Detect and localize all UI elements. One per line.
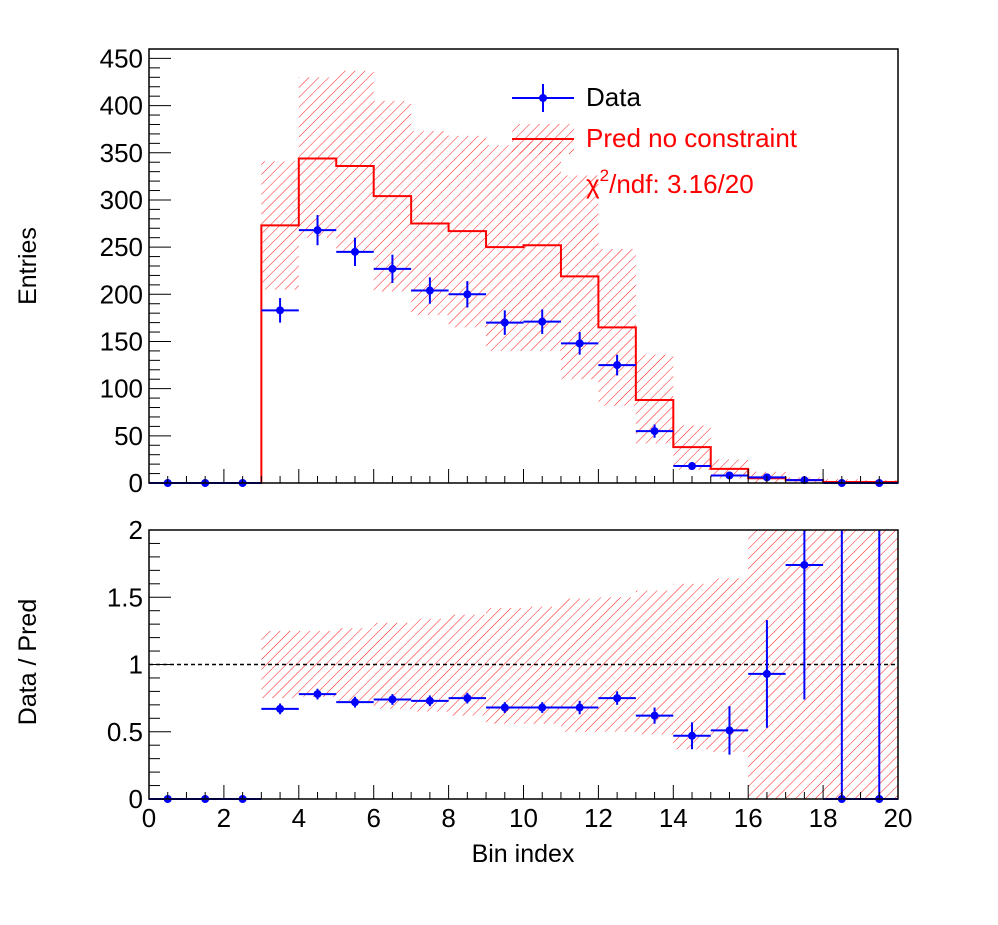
ratio-marker	[762, 669, 771, 678]
bottom-y-tick-label: 1.5	[107, 582, 143, 612]
ratio-point-4	[298, 688, 337, 700]
top-y-tick-label: 100	[100, 374, 143, 404]
data-marker-top	[725, 471, 734, 480]
ratio-marker	[725, 726, 734, 735]
ratio-marker	[575, 703, 584, 712]
data-point-top-13	[635, 424, 674, 438]
x-axis-label: Bin index	[472, 840, 575, 868]
data-point-top-6	[373, 254, 412, 283]
bottom-y-tick-label: 2	[129, 515, 143, 545]
ratio-point-5	[336, 696, 374, 708]
data-marker-top	[463, 290, 472, 299]
ratio-point-3	[261, 703, 299, 715]
legend-pred-label: Pred no constraint	[586, 123, 798, 153]
chi2-annotation: χ2/ndf: 3.16/20	[586, 166, 754, 199]
x-tick-label: 6	[366, 803, 380, 833]
data-point-top-5	[336, 237, 374, 266]
ratio-point-11	[560, 700, 599, 715]
data-point-top-12	[598, 354, 636, 376]
x-tick-label: 20	[884, 803, 913, 833]
top-y-tick-label: 250	[100, 232, 143, 262]
data-marker-top	[388, 264, 397, 273]
data-point-top-7	[411, 277, 449, 304]
x-tick-label: 14	[659, 803, 688, 833]
ratio-point-10	[523, 702, 561, 713]
data-marker-top	[688, 462, 697, 471]
ratio-marker	[500, 703, 509, 712]
data-point-top-9	[486, 310, 524, 335]
ratio-point-12	[598, 691, 636, 705]
top-y-tick-label: 200	[100, 279, 143, 309]
bottom-y-axis-label: Data / Pred	[14, 599, 42, 725]
ratio-point-7	[411, 695, 449, 707]
data-point-top-8	[448, 281, 487, 308]
top-y-axis-label: Entries	[14, 227, 42, 305]
top-y-tick-label: 50	[114, 421, 143, 451]
bottom-panel: 00.511.520 2 4 6 8 10 12 14 16 18 20	[107, 515, 913, 833]
bottom-y-tick-label: 0	[129, 784, 143, 814]
x-tick-label: 10	[509, 803, 538, 833]
ratio-marker	[350, 698, 359, 707]
top-y-tick-label: 450	[100, 43, 143, 73]
ratio-marker	[313, 690, 322, 699]
bottom-y-tick-label: 1	[129, 650, 143, 680]
x-tick-label: 12	[584, 803, 613, 833]
x-tick-label: 8	[441, 803, 455, 833]
ratio-band-3	[261, 630, 299, 699]
data-marker-top	[575, 339, 584, 348]
top-panel: 0 50 100 150 200 250 300 350 400 450	[100, 43, 899, 498]
data-point-top-3	[261, 298, 299, 323]
ratio-point-15	[710, 706, 749, 755]
ratio-marker	[613, 694, 622, 703]
legend-data-label: Data	[586, 82, 641, 112]
legend: Data Pred no constraint χ2/ndf: 3.16/20	[512, 82, 798, 199]
data-marker-top	[276, 306, 285, 315]
x-tick-label: 0	[142, 803, 156, 833]
x-tick-label: 18	[809, 803, 838, 833]
ratio-band-14	[673, 583, 711, 750]
ratio-marker	[388, 695, 397, 704]
data-point-top-10	[523, 309, 561, 334]
ratio-marker	[538, 703, 547, 712]
ratio-point-6	[373, 694, 412, 705]
data-point-top-11	[560, 332, 599, 355]
ratio-point-13	[635, 707, 674, 724]
ratio-point-8	[448, 692, 487, 704]
top-y-tick-label: 300	[100, 185, 143, 215]
top-y-tick-label: 350	[100, 138, 143, 168]
ratio-marker	[800, 560, 809, 569]
pred-band-top-5	[336, 70, 374, 253]
ratio-point-9	[486, 702, 524, 713]
ratio-marker	[276, 704, 285, 713]
data-marker-top	[425, 286, 434, 295]
ratio-marker	[463, 694, 472, 703]
top-y-tick-label: 400	[100, 91, 143, 121]
top-y-tick-label: 150	[100, 326, 143, 356]
data-point-top-14	[673, 462, 711, 471]
x-tick-label: 16	[734, 803, 763, 833]
data-marker-top	[613, 361, 622, 370]
ratio-point-14	[673, 722, 711, 750]
ratio-marker	[425, 696, 434, 705]
data-marker-top	[313, 226, 322, 235]
data-point-top-15	[710, 471, 749, 480]
top-y-tick-label: 0	[129, 468, 143, 498]
data-point-top-4	[298, 215, 337, 246]
data-marker-top	[500, 318, 509, 327]
legend-data-marker	[539, 94, 547, 102]
ratio-point-16	[748, 620, 786, 728]
ratio-marker	[688, 731, 697, 740]
data-marker-top	[538, 317, 547, 326]
ratio-point-17	[785, 530, 824, 700]
x-tick-label: 4	[292, 803, 306, 833]
data-marker-top	[650, 427, 659, 436]
ratio-marker	[650, 711, 659, 720]
x-tick-label: 2	[217, 803, 231, 833]
data-marker-top	[350, 247, 359, 256]
bottom-y-tick-label: 0.5	[107, 717, 143, 747]
